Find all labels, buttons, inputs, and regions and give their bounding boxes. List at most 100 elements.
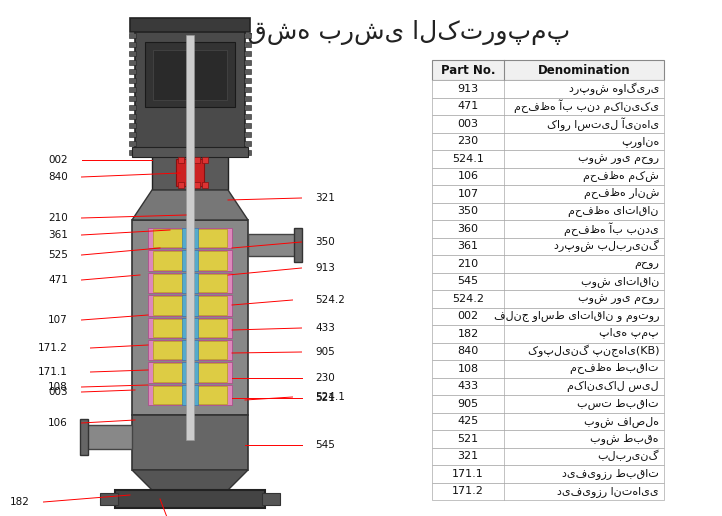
Bar xyxy=(145,42,235,107)
Bar xyxy=(202,157,208,163)
Bar xyxy=(132,220,248,415)
Bar xyxy=(129,105,136,110)
Text: 002: 002 xyxy=(48,155,68,165)
Bar xyxy=(432,272,664,290)
Bar xyxy=(148,317,232,338)
Text: 361: 361 xyxy=(458,241,479,251)
Bar xyxy=(115,490,265,508)
Bar xyxy=(432,98,664,115)
Bar xyxy=(152,155,228,190)
Bar xyxy=(244,123,251,128)
Bar xyxy=(432,412,664,430)
Bar xyxy=(432,395,664,412)
Text: بوش یاتاقان: بوش یاتاقان xyxy=(580,276,659,287)
Bar xyxy=(186,35,194,440)
Bar xyxy=(153,296,227,314)
Bar xyxy=(244,60,251,65)
Text: بوش روی محور: بوش روی محور xyxy=(578,294,659,304)
Bar xyxy=(432,255,664,272)
Bar xyxy=(432,430,664,447)
Bar xyxy=(178,157,184,163)
Bar xyxy=(248,234,298,256)
Text: 003: 003 xyxy=(48,387,68,397)
Text: 182: 182 xyxy=(10,497,30,507)
Bar xyxy=(129,132,136,137)
Bar xyxy=(432,115,664,133)
Text: 106: 106 xyxy=(458,171,479,181)
Text: 545: 545 xyxy=(458,276,479,286)
Text: کاور استیل آینهای: کاور استیل آینهای xyxy=(547,117,659,131)
Bar xyxy=(244,87,251,92)
Text: 471: 471 xyxy=(457,101,479,111)
Bar xyxy=(100,493,118,505)
Text: 171.2: 171.2 xyxy=(452,486,484,496)
Bar xyxy=(194,157,200,163)
Bar xyxy=(132,415,248,470)
Polygon shape xyxy=(132,470,248,490)
Text: بوش طبقه: بوش طبقه xyxy=(591,433,659,444)
Text: محفظه آب بند مکانیکی: محفظه آب بند مکانیکی xyxy=(514,100,659,113)
Bar xyxy=(129,60,136,65)
Bar xyxy=(244,150,251,155)
Bar xyxy=(153,274,227,292)
Text: 171.1: 171.1 xyxy=(452,469,484,479)
Text: 521: 521 xyxy=(458,434,479,444)
Polygon shape xyxy=(132,190,248,220)
Bar xyxy=(244,96,251,101)
Text: 350: 350 xyxy=(315,237,335,247)
Bar xyxy=(432,343,664,360)
Text: نقشه برشی الکتروپمپ: نقشه برشی الکتروپمپ xyxy=(230,20,570,44)
Bar xyxy=(432,133,664,150)
Bar xyxy=(148,295,232,315)
Bar xyxy=(153,341,227,359)
Bar xyxy=(244,42,251,47)
Bar xyxy=(176,159,204,186)
Bar xyxy=(153,385,227,404)
Bar xyxy=(153,229,227,247)
Bar xyxy=(84,425,132,449)
Bar xyxy=(182,340,198,360)
Text: 905: 905 xyxy=(315,347,335,357)
Text: 106: 106 xyxy=(48,418,68,428)
Bar xyxy=(148,384,232,405)
Bar xyxy=(129,51,136,56)
Text: محفظه رانش: محفظه رانش xyxy=(583,188,659,199)
Text: 433: 433 xyxy=(458,381,479,391)
Text: 230: 230 xyxy=(458,136,479,146)
Text: 471: 471 xyxy=(48,275,68,285)
Bar xyxy=(244,105,251,110)
Text: 524.2: 524.2 xyxy=(315,295,345,305)
Bar xyxy=(178,182,184,188)
Bar xyxy=(129,78,136,83)
Text: 360: 360 xyxy=(458,224,479,234)
Bar xyxy=(432,202,664,220)
Text: 913: 913 xyxy=(458,84,479,94)
Text: 321: 321 xyxy=(458,452,479,461)
Bar xyxy=(153,50,227,100)
Bar xyxy=(186,182,192,188)
Bar xyxy=(129,114,136,119)
Bar xyxy=(148,250,232,271)
Text: 210: 210 xyxy=(458,259,479,269)
Text: محفظه یاتاقان: محفظه یاتاقان xyxy=(568,206,659,217)
Bar xyxy=(182,273,198,293)
Bar xyxy=(244,132,251,137)
Text: کوپلینگ پنجهای(KB): کوپلینگ پنجهای(KB) xyxy=(528,345,659,358)
Bar xyxy=(244,141,251,146)
Bar xyxy=(432,237,664,255)
Text: 840: 840 xyxy=(48,172,68,182)
Bar xyxy=(129,42,136,47)
Bar xyxy=(148,340,232,360)
Bar xyxy=(135,30,245,155)
Bar xyxy=(432,80,664,98)
Bar xyxy=(182,295,198,315)
Text: Denomination: Denomination xyxy=(538,63,630,76)
Bar xyxy=(153,318,227,337)
Text: 171.1: 171.1 xyxy=(38,367,68,377)
Text: محفظه مکش: محفظه مکش xyxy=(583,171,659,182)
Text: بلبرینگ: بلبرینگ xyxy=(598,450,659,462)
Text: محفظه طبقات: محفظه طبقات xyxy=(570,363,659,374)
Bar xyxy=(80,419,88,455)
Bar xyxy=(182,384,198,405)
Bar xyxy=(182,250,198,271)
